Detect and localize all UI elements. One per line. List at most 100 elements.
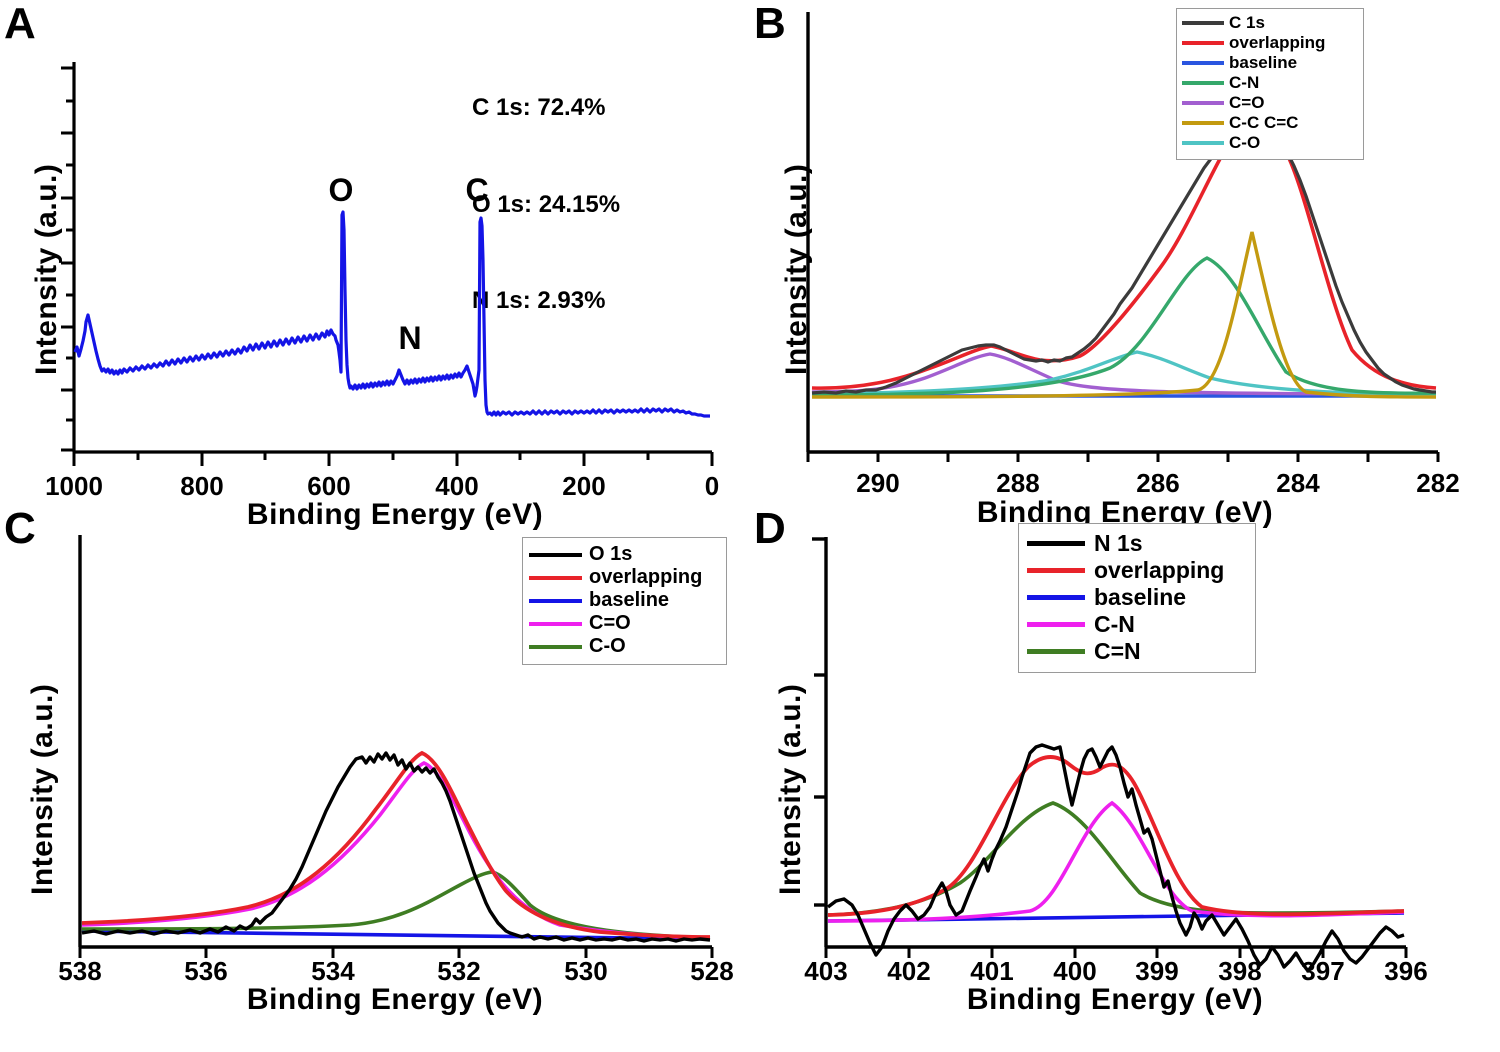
- panel-a-tick-600: 600: [307, 471, 351, 501]
- panel-a-tick-400: 400: [435, 471, 479, 501]
- panel-c-legend: O 1s overlapping baseline C=O C-O: [522, 537, 727, 665]
- panel-b-tick-286: 286: [1136, 468, 1180, 498]
- legend-label-baseline: baseline: [1229, 53, 1298, 72]
- panel-c-plot: [78, 535, 714, 958]
- legend-swatch-overlapping-d: [1027, 568, 1085, 573]
- legend-swatch-co-single: [1182, 141, 1224, 145]
- panel-c: C Intensity (a.u.) 5: [0, 505, 750, 1052]
- panel-a-peak-label-o: O: [328, 172, 354, 208]
- legend-swatch-n1s: [1027, 541, 1085, 546]
- panel-c-x-axis-title: Binding Energy (eV): [246, 983, 544, 1016]
- panel-a-tick-0: 0: [704, 471, 720, 501]
- panel-c-label: C: [4, 504, 36, 553]
- legend-row-co-single[interactable]: C-O: [1182, 133, 1358, 153]
- legend-row-cc-cc[interactable]: C-C C=C: [1182, 113, 1358, 133]
- legend-swatch-cn: [1182, 81, 1224, 85]
- panel-a-label: A: [4, 0, 36, 48]
- legend-row-n1s[interactable]: N 1s: [1027, 530, 1247, 557]
- panel-b-label: B: [754, 0, 786, 48]
- panel-b-tick-284: 284: [1276, 468, 1320, 498]
- legend-row-overlapping-d[interactable]: overlapping: [1027, 557, 1247, 584]
- legend-row-overlapping-c[interactable]: overlapping: [529, 566, 720, 589]
- legend-label-cn: C-N: [1229, 73, 1260, 92]
- legend-swatch-overlapping-c: [529, 575, 582, 580]
- legend-swatch-baseline-d: [1027, 595, 1085, 600]
- panel-a-peak-label-c: C: [465, 172, 489, 208]
- panel-b-legend: C 1s overlapping baseline C-N C=O C-C C=…: [1176, 8, 1364, 160]
- panel-d-tick-403: 403: [804, 956, 848, 986]
- panel-a-plot: [61, 62, 714, 466]
- panel-b-tick-282: 282: [1416, 468, 1460, 498]
- panel-d-legend: N 1s overlapping baseline C-N C=N: [1018, 523, 1256, 673]
- legend-swatch-cn-double-d: [1027, 649, 1085, 654]
- legend-swatch-baseline: [1182, 61, 1224, 65]
- panel-a-tick-1000: 1000: [45, 471, 103, 501]
- composition-line-c: C 1s: 72.4%: [472, 94, 606, 122]
- legend-label-co-double: C=O: [1229, 93, 1265, 112]
- panel-d-label: D: [754, 504, 786, 553]
- legend-row-c1s[interactable]: C 1s: [1182, 13, 1358, 33]
- legend-label-overlapping-c: overlapping: [589, 566, 703, 588]
- panel-d-plot: [812, 537, 1408, 973]
- legend-swatch-cn-d: [1027, 622, 1085, 627]
- legend-row-cn-double-d[interactable]: C=N: [1027, 638, 1247, 665]
- panel-a-tick-200: 200: [562, 471, 606, 501]
- legend-label-co-single: C-O: [1229, 133, 1261, 152]
- panel-d-tick-401: 401: [970, 956, 1014, 986]
- legend-label-cc-cc: C-C C=C: [1229, 113, 1299, 132]
- legend-label-c1s: C 1s: [1229, 13, 1265, 32]
- panel-a-composition-annotation: C 1s: 72.4% O 1s: 24.15% N 1s: 2.93%: [472, 28, 620, 382]
- legend-swatch-baseline-c: [529, 598, 582, 603]
- legend-label-co-single-c: C-O: [589, 635, 626, 657]
- legend-row-co-double[interactable]: C=O: [1182, 93, 1358, 113]
- legend-row-o1s[interactable]: O 1s: [529, 543, 720, 566]
- panel-c-tick-534: 534: [311, 956, 355, 986]
- composition-line-n: N 1s: 2.93%: [472, 287, 606, 315]
- legend-swatch-co-single-c: [529, 644, 582, 649]
- panel-d-tick-398: 398: [1218, 956, 1262, 986]
- legend-label-overlapping-d: overlapping: [1094, 557, 1225, 583]
- legend-label-o1s: O 1s: [589, 543, 633, 565]
- legend-row-baseline-d[interactable]: baseline: [1027, 584, 1247, 611]
- legend-swatch-co-double-c: [529, 621, 582, 626]
- legend-label-n1s: N 1s: [1094, 530, 1143, 556]
- panel-d: D Intensity (a.u.): [750, 505, 1500, 1052]
- panel-b-plot: [806, 12, 1440, 462]
- panel-d-tick-400: 400: [1053, 956, 1097, 986]
- panel-b-tick-290: 290: [856, 468, 900, 498]
- legend-swatch-c1s: [1182, 21, 1224, 25]
- legend-row-co-double-c[interactable]: C=O: [529, 612, 720, 635]
- panel-a-x-axis-title: Binding Energy (eV): [246, 498, 544, 531]
- legend-swatch-cc-cc: [1182, 121, 1224, 125]
- legend-row-overlapping[interactable]: overlapping: [1182, 33, 1358, 53]
- legend-swatch-co-double: [1182, 101, 1224, 105]
- composition-line-o: O 1s: 24.15%: [472, 190, 621, 218]
- panel-c-tick-528: 528: [690, 956, 734, 986]
- legend-label-baseline-d: baseline: [1094, 584, 1187, 610]
- panel-d-tick-402: 402: [887, 956, 931, 986]
- legend-label-baseline-c: baseline: [589, 589, 670, 611]
- panel-a-peak-label-n: N: [398, 320, 422, 356]
- panel-c-tick-536: 536: [184, 956, 228, 986]
- legend-row-cn-d[interactable]: C-N: [1027, 611, 1247, 638]
- legend-row-cn[interactable]: C-N: [1182, 73, 1358, 93]
- legend-label-co-double-c: C=O: [589, 612, 631, 634]
- legend-row-baseline-c[interactable]: baseline: [529, 589, 720, 612]
- legend-label-cn-double-d: C=N: [1094, 638, 1141, 664]
- legend-row-baseline[interactable]: baseline: [1182, 53, 1358, 73]
- panel-b-tick-288: 288: [996, 468, 1040, 498]
- panel-a: A Intensity (a.u.) C 1s: 72.4% O 1s: 24.…: [0, 0, 750, 532]
- legend-row-co-single-c[interactable]: C-O: [529, 635, 720, 658]
- panel-a-tick-800: 800: [180, 471, 224, 501]
- panel-b: B Intensity (a.u.): [750, 0, 1500, 530]
- panel-d-tick-396: 396: [1384, 956, 1428, 986]
- panel-c-tick-530: 530: [564, 956, 608, 986]
- panel-c-tick-532: 532: [437, 956, 481, 986]
- panel-d-tick-399: 399: [1135, 956, 1179, 986]
- panel-d-x-axis-title: Binding Energy (eV): [966, 983, 1264, 1016]
- panel-d-tick-397: 397: [1301, 956, 1345, 986]
- legend-swatch-o1s: [529, 552, 582, 557]
- legend-label-overlapping: overlapping: [1229, 33, 1326, 52]
- legend-swatch-overlapping: [1182, 41, 1224, 45]
